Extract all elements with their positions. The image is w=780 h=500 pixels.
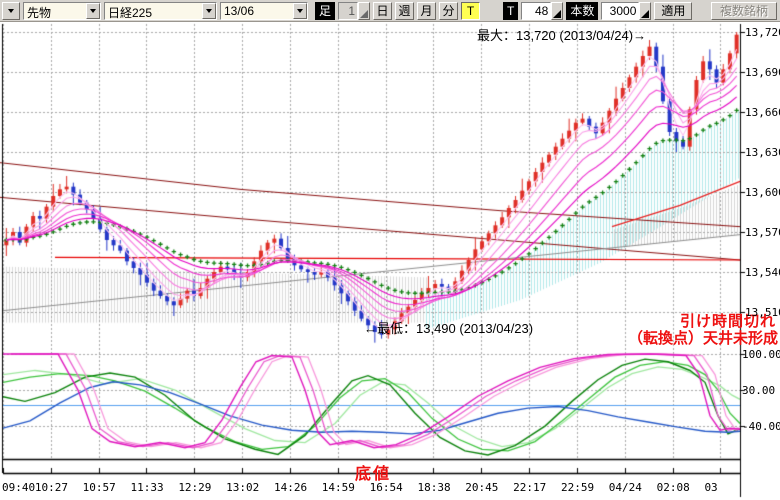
- instrument-type-value: 先物: [27, 5, 52, 19]
- tick-size-label: T: [503, 1, 519, 20]
- window-menu-dropdown[interactable]: [2, 1, 20, 20]
- chevron-down-icon: [90, 8, 96, 13]
- period-minute-button[interactable]: 分: [439, 1, 459, 20]
- chevron-down-icon: [297, 8, 303, 13]
- bar-count-value[interactable]: 3000: [601, 1, 640, 20]
- interval-spinner: 1: [338, 1, 371, 20]
- spin-icon[interactable]: [639, 1, 652, 20]
- symbol-value: 日経225: [108, 5, 153, 19]
- chevron-down-icon[interactable]: [293, 2, 307, 19]
- period-week-button[interactable]: 週: [395, 1, 415, 20]
- multi-symbol-button: 複数銘柄: [710, 1, 777, 20]
- chevron-down-icon[interactable]: [86, 2, 100, 19]
- bar-type-label: 足: [315, 1, 336, 20]
- interval-value: 1: [338, 1, 359, 20]
- contract-month-value: 13/06: [224, 3, 255, 18]
- toolbar: 先物 日経225 13/06 足 1 日 週 月 分 T T 48 本数 300…: [0, 0, 780, 22]
- spin-icon: [358, 1, 371, 20]
- apply-button[interactable]: 適用: [654, 1, 693, 20]
- period-month-button[interactable]: 月: [417, 1, 437, 20]
- bar-count-label: 本数: [566, 1, 599, 20]
- instrument-type-select[interactable]: 先物: [23, 1, 101, 20]
- spin-icon[interactable]: [551, 1, 564, 20]
- tick-mode-button[interactable]: T: [461, 1, 481, 20]
- tick-size-value[interactable]: 48: [521, 1, 552, 20]
- contract-month-select[interactable]: 13/06: [220, 1, 308, 20]
- chevron-down-icon: [8, 8, 14, 13]
- chevron-down-icon[interactable]: [202, 2, 216, 19]
- symbol-select[interactable]: 日経225: [104, 1, 217, 20]
- bar-count-spinner[interactable]: 3000: [601, 1, 652, 20]
- period-day-button[interactable]: 日: [373, 1, 393, 20]
- tick-size-spinner[interactable]: 48: [521, 1, 564, 20]
- chevron-down-icon: [206, 8, 212, 13]
